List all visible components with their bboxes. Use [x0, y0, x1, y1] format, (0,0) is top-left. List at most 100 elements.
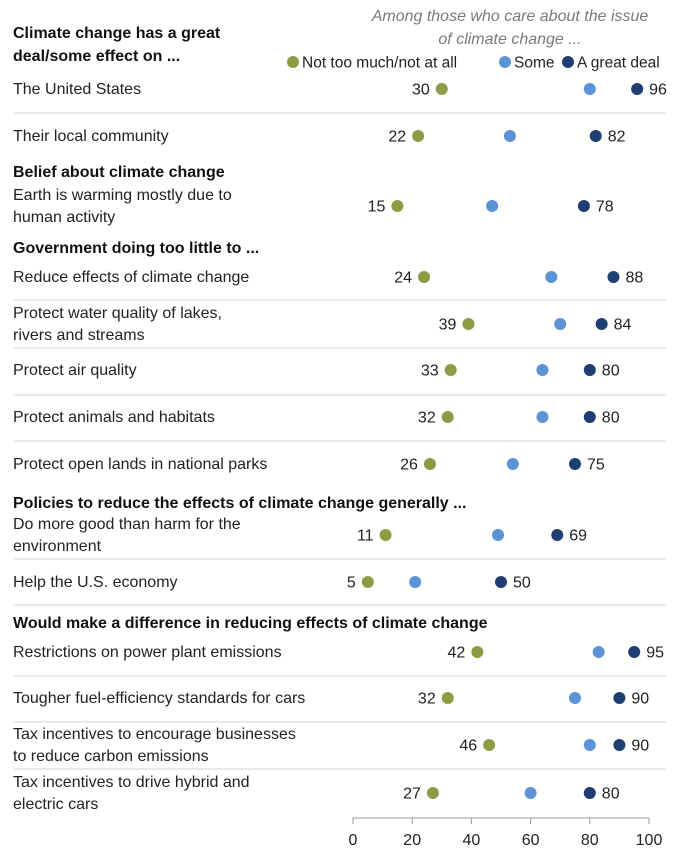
- legend-marker-mid: [499, 56, 511, 68]
- dot-great-deal: [569, 458, 581, 470]
- row-label: human activity: [13, 209, 115, 226]
- dot-some: [492, 529, 505, 541]
- legend-marker-high: [562, 56, 574, 68]
- chart-header: Climate change has a great deal/some eff…: [13, 8, 648, 65]
- value-label-not-too-much: 30: [412, 82, 430, 99]
- row-label: Reduce effects of climate change: [13, 269, 249, 286]
- chart-row: Protect animals and habitats 32 80: [13, 409, 620, 427]
- dot-great-deal: [589, 130, 602, 142]
- dot-great-deal: [495, 576, 507, 588]
- value-label-not-too-much: 46: [459, 738, 477, 755]
- value-label-great-deal: 69: [569, 528, 587, 545]
- chart-row: Tougher fuel-efficiency standards for ca…: [13, 690, 649, 708]
- dot-not-too-much: [412, 130, 425, 142]
- value-label-not-too-much: 24: [394, 270, 412, 287]
- value-label-not-too-much: 32: [418, 410, 436, 427]
- row-label: Protect open lands in national parks: [13, 456, 267, 473]
- dot-not-too-much: [483, 739, 496, 751]
- value-label-great-deal: 82: [608, 129, 626, 146]
- dot-great-deal: [613, 692, 626, 704]
- value-label-great-deal: 75: [587, 457, 605, 474]
- x-tick-label: 60: [522, 832, 540, 849]
- value-label-great-deal: 78: [596, 199, 614, 216]
- section-heading: Government doing too little to ...: [13, 240, 259, 257]
- dot-great-deal: [577, 200, 590, 212]
- value-label-not-too-much: 39: [439, 317, 457, 334]
- chart-subtitle-line-2: of climate change ...: [438, 31, 581, 48]
- value-label-not-too-much: 33: [421, 363, 439, 380]
- chart-row: Their local community 22 82: [13, 128, 626, 146]
- section-heading: Would make a difference in reducing effe…: [13, 615, 488, 632]
- value-label-great-deal: 96: [649, 82, 667, 99]
- section-heading: Policies to reduce the effects of climat…: [13, 495, 466, 512]
- row-label: Do more good than harm for the: [13, 516, 241, 533]
- x-tick-label: 0: [349, 832, 358, 849]
- chart-row: Restrictions on power plant emissions 42 9…: [13, 644, 664, 662]
- chart-rows: The United States 30 96 Their local communi…: [13, 81, 667, 813]
- chart-title-line-1: Climate change has a great: [13, 25, 221, 42]
- row-label: Their local community: [13, 128, 169, 145]
- chart-row: Help the U.S. economy 5 50: [13, 574, 531, 592]
- legend-item-high: A great deal: [562, 55, 660, 72]
- value-label-great-deal: 80: [602, 786, 620, 803]
- row-label: Earth is warming mostly due to: [13, 187, 232, 204]
- legend: Not too much/not at all Some A great deal: [287, 55, 660, 72]
- legend-label-low: Not too much/not at all: [302, 55, 457, 72]
- row-label: rivers and streams: [13, 327, 145, 344]
- row-label: The United States: [13, 81, 141, 98]
- x-tick-label: 20: [403, 832, 421, 849]
- dot-great-deal: [583, 411, 596, 423]
- value-label-not-too-much: 42: [448, 645, 466, 662]
- chart-row: Tax incentives to drive hybrid and electr…: [13, 774, 620, 813]
- value-label-not-too-much: 32: [418, 691, 436, 708]
- value-label-not-too-much: 26: [400, 457, 418, 474]
- legend-label-mid: Some: [514, 55, 555, 72]
- dot-great-deal: [613, 739, 626, 751]
- chart-subtitle-line-1: Among those who care about the issue: [371, 8, 649, 25]
- row-label: Restrictions on power plant emissions: [13, 644, 282, 661]
- dot-great-deal: [595, 318, 608, 330]
- dot-some: [569, 692, 581, 704]
- x-tick-label: 100: [636, 832, 663, 849]
- x-axis: 0 20 40 60 80 100: [349, 817, 663, 849]
- value-label-great-deal: 95: [646, 645, 664, 662]
- dot-not-too-much: [418, 271, 431, 283]
- row-label: Protect animals and habitats: [13, 409, 215, 426]
- dot-great-deal: [583, 787, 596, 799]
- value-label-great-deal: 90: [631, 691, 649, 708]
- value-label-great-deal: 90: [631, 738, 649, 755]
- value-label-not-too-much: 27: [403, 786, 421, 803]
- row-label: Protect air quality: [13, 362, 137, 379]
- dot-some: [409, 576, 422, 588]
- value-label-great-deal: 50: [513, 575, 531, 592]
- row-label: to reduce carbon emissions: [13, 748, 209, 765]
- dot-great-deal: [607, 271, 620, 283]
- legend-marker-low: [287, 56, 299, 68]
- dot-not-too-much: [426, 787, 439, 799]
- dot-some: [583, 83, 596, 95]
- value-label-great-deal: 84: [614, 317, 632, 334]
- row-label: Tax incentives to encourage businesses: [13, 726, 296, 743]
- value-label-not-too-much: 11: [357, 528, 374, 545]
- section-heading: Belief about climate change: [13, 164, 225, 181]
- dot-not-too-much: [435, 83, 448, 95]
- dot-not-too-much: [423, 458, 436, 470]
- dot-great-deal: [628, 646, 641, 658]
- dot-not-too-much: [441, 411, 454, 423]
- row-label: electric cars: [13, 796, 98, 813]
- value-label-not-too-much: 22: [388, 129, 406, 146]
- dot-not-too-much: [379, 529, 392, 541]
- dot-not-too-much: [471, 646, 484, 658]
- chart-row: Protect open lands in national parks 26 75: [13, 456, 605, 474]
- chart-row: Protect water quality of lakes, rivers an…: [13, 305, 632, 344]
- row-label: Protect water quality of lakes,: [13, 305, 222, 322]
- row-label: environment: [13, 538, 102, 555]
- dot-not-too-much: [444, 364, 457, 376]
- dot-some: [506, 458, 519, 470]
- dot-great-deal: [551, 529, 564, 541]
- dot-not-too-much: [441, 692, 454, 704]
- row-label: Tax incentives to drive hybrid and: [13, 774, 250, 791]
- dot-great-deal: [631, 83, 644, 95]
- value-label-great-deal: 88: [625, 270, 643, 287]
